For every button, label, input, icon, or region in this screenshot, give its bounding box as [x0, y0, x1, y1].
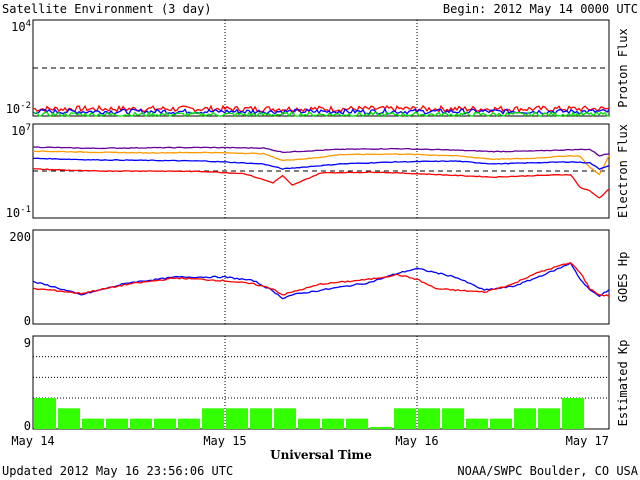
kp-bar	[418, 408, 440, 429]
kp-ylabel: Estimated Kp	[616, 340, 630, 427]
kp-ytick-bottom: 0	[24, 419, 31, 433]
proton-ytick-top: 104	[11, 19, 31, 34]
electron-ytick-bottom: 10-1	[6, 205, 31, 220]
kp-bar	[250, 408, 272, 429]
kp-bar	[106, 418, 128, 429]
kp-bar	[562, 398, 584, 429]
goes_hp-series-red	[32, 261, 610, 297]
goes-hp-panel: 200 0 GOES Hp	[9, 229, 630, 328]
proton-series-red	[32, 104, 610, 113]
kp-bar	[394, 408, 416, 429]
proton-ytick-bottom: 10-2	[6, 101, 31, 116]
hp-ylabel: GOES Hp	[616, 252, 630, 303]
proton-ylabel: Proton Flux	[616, 28, 630, 107]
kp-bar	[274, 408, 296, 429]
kp-bar	[442, 408, 464, 429]
electron-ylabel: Electron Flux	[616, 124, 630, 218]
kp-bar	[514, 408, 536, 429]
goes_hp-series-blue	[32, 262, 610, 300]
kp-bar	[130, 418, 152, 429]
kp-frame	[32, 335, 610, 430]
kp-bar	[370, 426, 392, 429]
electron-series-orange	[32, 150, 610, 176]
electron-series-blue	[32, 157, 610, 170]
proton-flux-panel: 104 10-2 Proton Flux	[6, 19, 630, 118]
kp-bar	[82, 418, 104, 429]
estimated-kp-panel: 9 0 Estimated Kp	[24, 335, 630, 433]
electron-flux-panel: 107 10-1 Electron Flux	[6, 123, 630, 220]
hp-ytick-top: 200	[9, 230, 31, 244]
kp-bar	[202, 408, 224, 429]
x-axis-label: Universal Time	[270, 448, 372, 462]
credit: NOAA/SWPC Boulder, CO USA	[457, 464, 638, 478]
electron-ytick-top: 107	[11, 123, 31, 138]
begin-time: Begin: 2012 May 14 0000 UTC	[443, 2, 638, 16]
kp-bar	[58, 408, 80, 429]
kp-bar	[490, 418, 512, 429]
hp-frame	[32, 229, 610, 325]
xtick-1: May 15	[203, 434, 246, 448]
proton-series-green	[32, 110, 609, 118]
updated-time: Updated 2012 May 16 23:56:06 UTC	[2, 464, 233, 478]
kp-bar	[322, 418, 344, 429]
electron-series-red	[32, 168, 610, 199]
kp-bar	[466, 418, 488, 429]
kp-ytick-top: 9	[24, 336, 31, 350]
kp-bar	[178, 418, 200, 429]
kp-bar	[346, 418, 368, 429]
electron-series-purple	[32, 146, 610, 157]
kp-bar	[226, 408, 248, 429]
kp-bar	[34, 398, 56, 429]
xtick-0: May 14	[11, 434, 54, 448]
chart-title: Satellite Environment (3 day)	[2, 2, 212, 16]
kp-bar	[298, 418, 320, 429]
xtick-3: May 17	[566, 434, 609, 448]
kp-bar	[154, 418, 176, 429]
xtick-2: May 16	[395, 434, 438, 448]
hp-ytick-bottom: 0	[24, 314, 31, 328]
kp-bar	[538, 408, 560, 429]
